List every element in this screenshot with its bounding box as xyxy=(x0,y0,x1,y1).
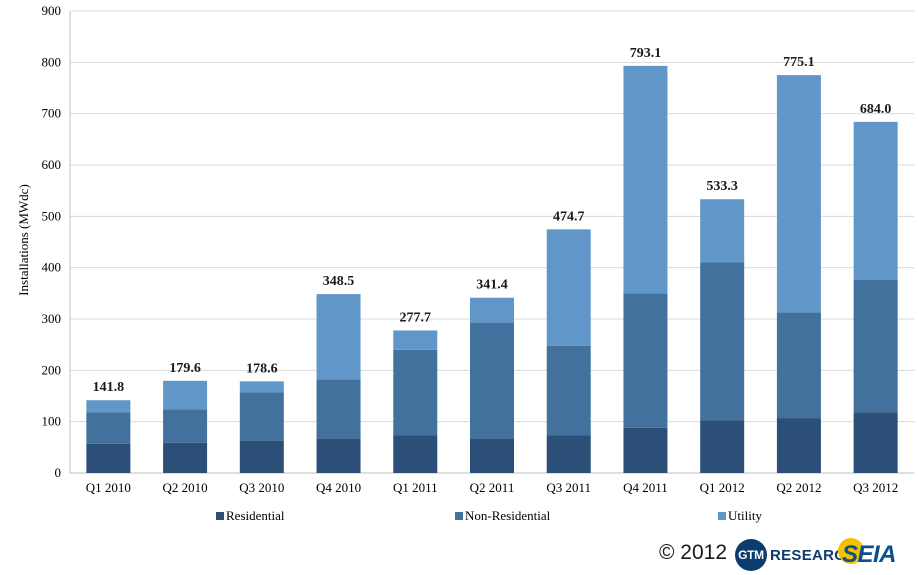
bar-segment-residential xyxy=(700,420,745,473)
bar-segment-non-residential xyxy=(393,349,438,436)
x-tick-label: Q2 2011 xyxy=(470,480,515,495)
bar-segment-utility xyxy=(393,330,438,350)
y-tick-label: 0 xyxy=(55,465,62,480)
total-label: 533.3 xyxy=(706,179,738,194)
bar-segment-residential xyxy=(470,438,514,473)
y-tick-label: 400 xyxy=(42,260,62,275)
total-label: 793.1 xyxy=(630,46,662,61)
total-label: 277.7 xyxy=(400,310,432,325)
bar-segment-non-residential xyxy=(239,392,284,441)
bars xyxy=(86,65,898,473)
y-axis: 0 100 200 300 400 500 600 700 800 900 xyxy=(42,3,914,480)
legend-label: Non-Residential xyxy=(465,508,551,523)
y-tick-label: 900 xyxy=(42,3,62,18)
bar-segment-utility xyxy=(623,65,668,294)
y-tick-label: 600 xyxy=(42,157,62,172)
total-label: 684.0 xyxy=(860,102,892,117)
x-tick-label: Q3 2012 xyxy=(853,480,898,495)
total-labels: 141.8 179.6 178.6 348.5 277.7 341.4 474.7 793.1… xyxy=(93,46,892,395)
y-tick-label: 300 xyxy=(42,311,62,326)
legend: Residential Non-Residential Utility xyxy=(216,508,762,523)
total-label: 474.7 xyxy=(553,209,585,224)
y-axis-label: Installations (MWdc) xyxy=(16,184,31,296)
sun-icon xyxy=(838,538,864,564)
y-tick-label: 500 xyxy=(42,208,62,223)
x-tick-label: Q2 2010 xyxy=(163,480,208,495)
copyright-text: © 2012 xyxy=(659,541,728,564)
bar-segment-non-residential xyxy=(776,312,821,419)
bar-segment-utility xyxy=(86,400,131,413)
bar-segment-residential xyxy=(163,442,208,473)
x-tick-label: Q1 2011 xyxy=(393,480,438,495)
bar-segment-non-residential xyxy=(623,293,668,428)
x-tick-label: Q2 2012 xyxy=(776,480,821,495)
x-tick-label: Q3 2011 xyxy=(546,480,591,495)
seia-logo: SEIA xyxy=(838,536,897,574)
total-label: 348.5 xyxy=(323,274,355,289)
bar-segment-residential xyxy=(853,412,898,473)
bar-segment-utility xyxy=(546,229,591,346)
bar-segment-utility xyxy=(776,75,821,313)
grid-lines xyxy=(70,10,914,474)
y-tick-label: 200 xyxy=(42,362,62,377)
gtm-research-logo: GTM RESEARCH xyxy=(735,538,857,572)
y-tick-label: 800 xyxy=(42,54,62,69)
bar-segment-utility xyxy=(853,121,898,280)
legend-swatch xyxy=(455,512,463,520)
bar-segment-residential xyxy=(316,438,361,473)
x-tick-label: Q4 2010 xyxy=(316,480,361,495)
bar-segment-utility xyxy=(470,297,514,323)
bar-segment-non-residential xyxy=(470,322,514,439)
x-axis: Q1 2010 Q2 2010 Q3 2010 Q4 2010 Q1 2011 Q2 20… xyxy=(86,480,898,495)
bar-segment-residential xyxy=(546,435,591,473)
bar-segment-non-residential xyxy=(546,345,591,436)
legend-label: Utility xyxy=(728,508,762,523)
x-tick-label: Q4 2011 xyxy=(623,480,668,495)
bar-segment-residential xyxy=(239,440,284,473)
bar-segment-utility xyxy=(700,199,745,263)
x-tick-label: Q1 2012 xyxy=(700,480,745,495)
bar-segment-non-residential xyxy=(853,279,898,413)
legend-label: Residential xyxy=(226,508,285,523)
bar-segment-utility xyxy=(163,380,208,410)
y-tick-label: 700 xyxy=(42,106,62,121)
total-label: 341.4 xyxy=(476,278,508,293)
total-label: 141.8 xyxy=(93,380,125,395)
x-tick-label: Q3 2010 xyxy=(239,480,284,495)
bar-segment-non-residential xyxy=(700,262,745,421)
bar-segment-residential xyxy=(393,435,438,473)
total-label: 179.6 xyxy=(169,361,201,376)
bar-segment-residential xyxy=(86,443,131,473)
bar-segment-non-residential xyxy=(86,412,131,444)
seia-logo-word: SEIA xyxy=(842,541,897,568)
gtm-logo-badge: GTM xyxy=(735,539,767,571)
legend-swatch xyxy=(718,512,726,520)
bar-segment-non-residential xyxy=(163,409,208,443)
gtm-logo-word: RESEARCH xyxy=(770,546,857,564)
bar-segment-residential xyxy=(623,427,668,473)
y-tick-label: 100 xyxy=(42,414,62,429)
x-tick-label: Q1 2010 xyxy=(86,480,131,495)
bar-segment-non-residential xyxy=(316,379,361,439)
bar-segment-residential xyxy=(776,418,821,473)
total-label: 775.1 xyxy=(783,55,815,70)
bar-segment-utility xyxy=(316,294,361,380)
total-label: 178.6 xyxy=(246,361,278,376)
bar-segment-utility xyxy=(239,381,284,393)
legend-swatch xyxy=(216,512,224,520)
